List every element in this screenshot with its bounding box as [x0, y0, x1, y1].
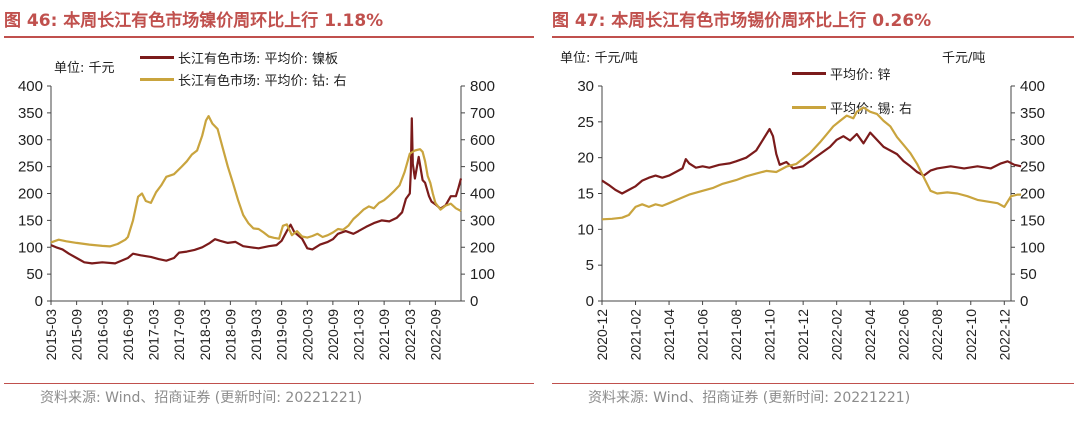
legend-item-cobalt: 长江有色市场: 平均价: 钴: 右: [140, 70, 347, 89]
legend-swatch-nickel: [140, 55, 174, 59]
y-right-tick-label: 250: [1020, 159, 1045, 176]
y-left-tick-label: 0: [586, 293, 594, 310]
x-tick-label: 2016-03: [94, 309, 110, 361]
x-tick-label: 2015-09: [69, 309, 85, 361]
x-tick-label: 2017-03: [146, 309, 162, 361]
x-tick-label: 2021-08: [728, 309, 744, 361]
figure-label: 图 46:: [4, 11, 58, 31]
title-rule: [4, 36, 534, 38]
legend-swatch-zinc: [792, 71, 826, 75]
series-line-0: [50, 117, 463, 265]
y-right-tick-label: 200: [1020, 186, 1045, 203]
y-right-tick-label: 400: [470, 186, 495, 203]
x-tick-label: 2021-06: [695, 309, 711, 361]
legend-label-tin: 平均价: 锡: 右: [830, 101, 913, 117]
y-left-tick-label: 50: [26, 266, 43, 283]
legend-swatch-cobalt: [140, 77, 174, 81]
line-chart-nickel-cobalt: 0 50 100 150 200 250 300 350 400 0 100 200 300 400 500…: [18, 78, 495, 361]
y-right-tick-label: 700: [470, 105, 495, 122]
series-line-1: [50, 115, 462, 248]
x-tick-label: 2018-09: [222, 309, 238, 361]
x-tick-label: 2021-04: [661, 309, 677, 361]
unit-label-right: 千元/吨: [942, 51, 986, 66]
x-tick-label: 2021-12: [795, 309, 811, 361]
y-right-tick-label: 500: [470, 159, 495, 176]
source-rule: [4, 383, 534, 384]
y-right-tick-label: 100: [1020, 239, 1045, 256]
y-left-tick-label: 200: [18, 186, 43, 203]
legend-item-zinc: 平均价: 锌: [792, 64, 891, 83]
y-left-tick-label: 10: [577, 221, 594, 238]
chart-panel-nickel-cobalt: 图 46: 本周长江有色市场镍价周环比上行 1.18% 单位: 千元 长江有色市…: [4, 6, 534, 406]
legend-label-nickel: 长江有色市场: 平均价: 镍板: [178, 51, 339, 67]
x-tick-label: 2022-04: [862, 309, 878, 361]
x-tick-label: 2022-08: [929, 309, 945, 361]
y-right-tick-label: 600: [470, 132, 495, 149]
x-tick-label: 2018-03: [197, 309, 213, 361]
y-left-tick-label: 0: [35, 293, 43, 310]
y-right-tick-label: 400: [1020, 78, 1045, 95]
y-left-tick-label: 25: [577, 114, 594, 131]
legend-item-tin: 平均价: 锡: 右: [792, 98, 913, 117]
legend-label-zinc: 平均价: 锌: [830, 67, 891, 83]
title-rule: [552, 36, 1074, 38]
series-line-0: [601, 127, 1022, 195]
x-tick-label: 2021-02: [628, 309, 644, 361]
y-left-tick-label: 100: [18, 239, 43, 256]
figure-label: 图 47:: [552, 11, 606, 31]
x-tick-label: 2021-10: [762, 309, 778, 361]
y-left-tick-label: 30: [577, 78, 594, 95]
x-tick-label: 2017-09: [171, 309, 187, 361]
x-tick-label: 2020-09: [325, 309, 341, 361]
y-right-tick-label: 300: [1020, 132, 1045, 149]
y-left-tick-label: 5: [586, 257, 594, 274]
y-right-tick-label: 150: [1020, 212, 1045, 229]
y-right-tick-label: 800: [470, 78, 495, 95]
x-tick-label: 2019-09: [274, 309, 290, 361]
figure-title-text: 本周长江有色市场锡价周环比上行 0.26%: [611, 11, 932, 31]
chart-panel-zinc-tin: 图 47: 本周长江有色市场锡价周环比上行 0.26% 单位: 千元/吨 千元/…: [548, 0, 1080, 421]
figure-title-text: 本周长江有色市场镍价周环比上行 1.18%: [63, 11, 384, 31]
x-tick-label: 2021-03: [351, 309, 367, 361]
source-note: 资料来源: Wind、招商证券 (更新时间: 20221221): [588, 390, 911, 406]
y-left-tick-label: 150: [18, 212, 43, 229]
y-right-tick-label: 300: [470, 212, 495, 229]
source-note: 资料来源: Wind、招商证券 (更新时间: 20221221): [40, 390, 363, 406]
x-tick-label: 2020-03: [299, 309, 315, 361]
y-right-tick-label: 0: [1020, 293, 1028, 310]
y-left-tick-label: 400: [18, 78, 43, 95]
legend-item-nickel: 长江有色市场: 平均价: 镍板: [140, 48, 339, 67]
unit-label-left: 单位: 千元: [54, 61, 115, 76]
y-left-tick-label: 350: [18, 105, 43, 122]
x-tick-label: 2022-06: [896, 309, 912, 361]
x-tick-label: 2022-02: [829, 309, 845, 361]
source-rule: [552, 383, 1074, 384]
x-tick-label: 2020-12: [594, 309, 610, 361]
series-line-1: [601, 106, 1022, 221]
y-right-tick-label: 200: [470, 239, 495, 256]
y-right-tick-label: 50: [1020, 266, 1037, 283]
line-chart-zinc-tin: 0510152025300501001502002503003504002020…: [577, 78, 1045, 361]
x-tick-label: 2015-03: [43, 309, 59, 361]
x-tick-label: 2021-09: [376, 309, 392, 361]
y-left-tick-label: 15: [577, 186, 594, 203]
x-tick-label: 2022-03: [402, 309, 418, 361]
x-tick-label: 2022-10: [963, 309, 979, 361]
figure-title: 图 46: 本周长江有色市场镍价周环比上行 1.18%: [4, 6, 383, 31]
x-tick-label: 2019-03: [248, 309, 264, 361]
y-left-tick-label: 20: [577, 150, 594, 167]
y-left-tick-label: 250: [18, 159, 43, 176]
x-tick-label: 2022-09: [427, 309, 443, 361]
x-tick-label: 2016-09: [120, 309, 136, 361]
y-right-tick-label: 350: [1020, 105, 1045, 122]
y-left-tick-label: 300: [18, 132, 43, 149]
y-right-tick-label: 0: [470, 293, 478, 310]
legend-swatch-tin: [792, 105, 826, 109]
legend-label-cobalt: 长江有色市场: 平均价: 钴: 右: [178, 73, 347, 89]
y-right-tick-label: 100: [470, 266, 495, 283]
unit-label-left: 单位: 千元/吨: [560, 51, 638, 66]
figure-title: 图 47: 本周长江有色市场锡价周环比上行 0.26%: [552, 6, 931, 31]
x-tick-label: 2022-12: [996, 309, 1012, 361]
